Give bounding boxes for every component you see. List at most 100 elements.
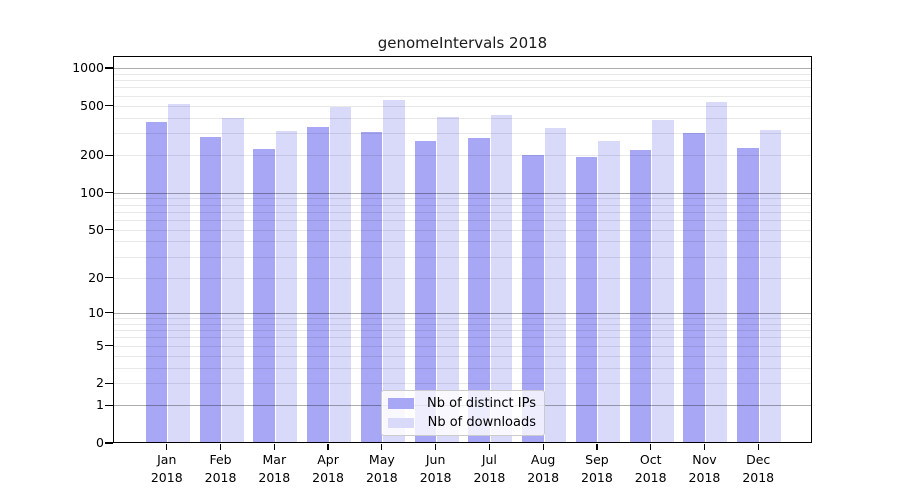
x-tick-mark xyxy=(219,444,222,450)
x-tick-label: Sep 2018 xyxy=(581,452,613,485)
legend-item-distinct-ips: Nb of distinct IPs xyxy=(388,395,536,412)
x-tick-mark xyxy=(757,444,759,450)
y-tick-label: 1 xyxy=(96,397,104,413)
gridline-major xyxy=(114,68,811,70)
y-tick-mark xyxy=(105,382,113,384)
bar-downloads xyxy=(222,118,244,442)
bar-distinct-ips xyxy=(145,121,168,442)
gridline-minor xyxy=(114,80,811,82)
gridline-minor xyxy=(114,323,811,325)
bar-downloads xyxy=(168,103,190,442)
bar-downloads xyxy=(329,106,352,442)
gridline-minor xyxy=(114,355,811,357)
x-tick-mark xyxy=(542,444,544,450)
gridline-minor xyxy=(114,277,811,279)
y-tick-label: 100 xyxy=(80,184,104,200)
bar-distinct-ips xyxy=(522,155,544,442)
bar-downloads xyxy=(383,99,405,442)
gridline-minor xyxy=(114,219,811,221)
x-tick-label: Mar 2018 xyxy=(258,452,291,485)
x-tick-mark xyxy=(435,444,437,450)
gridline-minor xyxy=(114,198,811,200)
bar-downloads xyxy=(598,141,620,442)
gridline-minor xyxy=(114,337,811,339)
plot-area xyxy=(113,56,812,443)
legend-item-downloads: Nb of downloads xyxy=(388,415,536,432)
gridline-minor xyxy=(114,105,811,107)
bar-distinct-ips xyxy=(468,138,490,442)
gridline-minor xyxy=(114,330,811,332)
x-tick-mark xyxy=(650,444,652,450)
y-tick-mark xyxy=(105,229,113,231)
y-tick-label: 1000 xyxy=(72,60,104,76)
gridline-major xyxy=(114,192,811,194)
x-tick-label: Feb 2018 xyxy=(204,452,237,485)
y-tick-mark xyxy=(105,67,113,69)
x-tick-label: Dec 2018 xyxy=(742,452,775,485)
y-tick-mark xyxy=(105,277,113,279)
y-tick-label: 0 xyxy=(96,435,104,450)
bar-downloads xyxy=(275,130,298,442)
bar-downloads xyxy=(437,117,459,442)
gridline-minor xyxy=(114,73,811,75)
x-tick-label: Jun 2018 xyxy=(419,452,452,485)
bar-distinct-ips xyxy=(414,141,437,442)
x-tick-mark xyxy=(273,444,275,450)
x-tick-label: Nov 2018 xyxy=(688,452,721,485)
y-tick-label: 5 xyxy=(96,337,104,353)
gridline-minor xyxy=(114,87,811,89)
bar-distinct-ips xyxy=(253,148,275,442)
bar-downloads xyxy=(544,128,567,442)
bar-distinct-ips xyxy=(737,147,759,442)
bar-downloads xyxy=(652,119,674,442)
gridline-minor xyxy=(114,117,811,119)
y-tick-mark xyxy=(105,105,113,107)
gridline-minor xyxy=(114,204,811,206)
gridlines-layer xyxy=(114,57,811,442)
x-tick-mark xyxy=(596,444,598,450)
x-tick-label: Aug 2018 xyxy=(527,452,560,485)
bar-distinct-ips xyxy=(199,137,222,442)
gridline-minor xyxy=(114,318,811,320)
bar-downloads xyxy=(759,129,782,442)
chart-title: genomeIntervals 2018 xyxy=(377,34,548,52)
gridline-minor xyxy=(114,383,811,385)
bar-distinct-ips xyxy=(360,131,383,442)
bar-downloads xyxy=(490,115,513,442)
legend-swatch-downloads xyxy=(388,417,414,428)
x-tick-mark xyxy=(488,444,490,450)
gridline-minor xyxy=(114,229,811,231)
y-tick-label: 20 xyxy=(88,269,104,285)
bar-distinct-ips xyxy=(575,156,598,442)
legend: Nb of distinct IPs Nb of downloads xyxy=(381,390,545,436)
legend-swatch-distinct-ips xyxy=(388,398,414,409)
bar-distinct-ips xyxy=(683,133,705,442)
bars-layer xyxy=(114,57,811,442)
gridline-minor xyxy=(114,241,811,243)
bar-downloads xyxy=(705,101,728,442)
x-tick-label: May 2018 xyxy=(365,452,398,485)
y-tick-mark xyxy=(105,191,113,194)
x-tick-label: Oct 2018 xyxy=(634,452,667,485)
gridline-minor xyxy=(114,367,811,369)
y-tick-mark xyxy=(105,345,113,347)
gridline-minor xyxy=(114,211,811,213)
bar-distinct-ips xyxy=(307,127,329,442)
y-tick-mark xyxy=(105,404,113,406)
gridline-minor xyxy=(114,133,811,135)
bar-distinct-ips xyxy=(629,150,652,442)
gridline-major xyxy=(114,312,811,314)
y-tick-label: 500 xyxy=(80,97,104,113)
x-tick-label: Jan 2018 xyxy=(150,452,183,485)
gridline-minor xyxy=(114,155,811,157)
y-tick-label: 10 xyxy=(88,304,104,320)
y-tick-label: 200 xyxy=(80,147,104,163)
x-tick-mark xyxy=(166,444,168,450)
x-tick-mark xyxy=(381,444,383,450)
gridline-minor xyxy=(114,95,811,97)
x-tick-mark xyxy=(703,444,706,450)
y-tick-label: 2 xyxy=(96,375,104,391)
y-tick-mark xyxy=(105,312,113,314)
x-tick-label: Jul 2018 xyxy=(473,452,506,485)
